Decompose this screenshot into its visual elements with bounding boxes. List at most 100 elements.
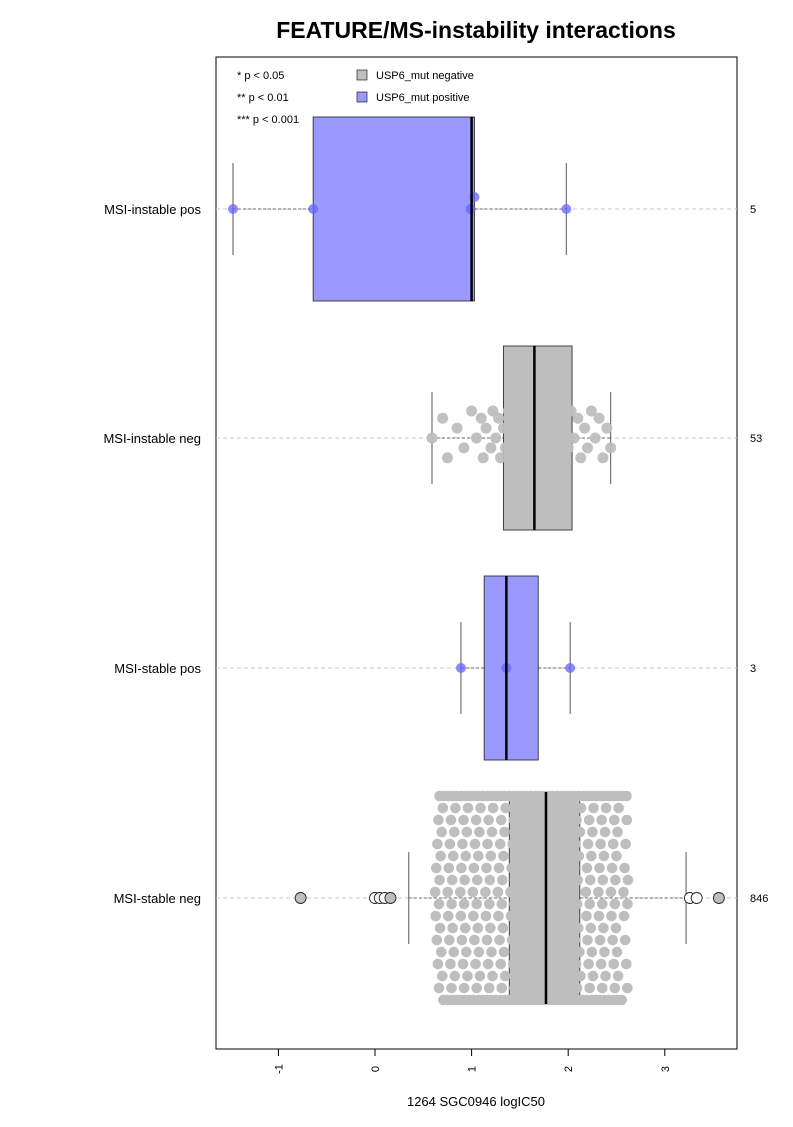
swarm-point-msi-stable-neg — [547, 874, 558, 886]
swarm-point-msi-stable-neg — [483, 982, 495, 994]
legend-swatch-positive — [356, 91, 368, 103]
swarm-point-msi-stable-neg — [560, 922, 572, 934]
point-msi-instable-neg — [538, 452, 550, 464]
swarm-point-msi-stable-neg — [611, 946, 623, 958]
swarm-point-msi-stable-neg — [581, 910, 592, 922]
swarm-point-msi-stable-neg — [534, 982, 545, 994]
swarm-point-msi-stable-neg — [486, 826, 498, 838]
x-tick-label-0: -1 — [273, 1064, 285, 1074]
swarm-point-msi-stable-neg — [471, 982, 482, 994]
swarm-point-msi-stable-neg — [474, 826, 485, 838]
swarm-point-msi-stable-neg — [467, 886, 479, 898]
swarm-point-msi-stable-neg — [558, 958, 569, 970]
swarm-point-msi-stable-neg — [619, 934, 631, 946]
point-msi-instable-neg — [504, 432, 516, 444]
swarm-point-msi-stable-neg — [545, 838, 556, 850]
point-msi-instable-neg — [514, 442, 526, 454]
swarm-point-msi-stable-neg — [598, 922, 609, 934]
swarm-point-msi-stable-neg — [454, 886, 466, 898]
point-msi-instable-neg — [437, 412, 449, 424]
point-msi-instable-neg — [562, 442, 574, 454]
swarm-point-msi-stable-neg — [616, 994, 627, 1006]
swarm-point-msi-stable-neg — [433, 982, 445, 994]
swarm-point-msi-stable-neg — [550, 970, 561, 982]
swarm-point-msi-stable-neg — [587, 826, 598, 838]
swarm-point-msi-stable-neg — [561, 946, 573, 958]
swarm-point-msi-stable-neg — [483, 898, 495, 910]
medians — [470, 117, 548, 1004]
swarm-point-msi-stable-neg — [534, 874, 546, 886]
swarm-point-msi-stable-neg — [443, 862, 455, 874]
point-msi-instable-neg — [565, 405, 577, 417]
swarm-point-msi-stable-neg — [574, 826, 586, 838]
swarm-point-msi-stable-neg — [535, 850, 547, 862]
swarm-point-msi-stable-neg — [588, 802, 599, 814]
swarm-point-msi-stable-neg — [584, 898, 596, 910]
swarm-point-msi-stable-neg — [499, 826, 510, 838]
point-msi-instable-neg — [506, 412, 518, 424]
swarm-point-msi-stable-neg — [533, 958, 544, 970]
point-msi-instable-neg — [495, 452, 507, 464]
swarm-point-msi-stable-neg — [610, 874, 621, 886]
swarm-point-msi-stable-neg — [547, 922, 559, 934]
point-msi-instable-neg — [426, 432, 438, 444]
swarm-point-msi-stable-neg — [520, 958, 532, 970]
point-msi-instable-neg — [568, 432, 580, 444]
outlier-point-msi-stable-neg — [384, 892, 397, 904]
swarm-point-msi-stable-neg — [586, 946, 598, 958]
swarm-point-msi-stable-neg — [571, 814, 582, 826]
swarm-point-msi-stable-neg — [560, 850, 572, 862]
swarm-point-msi-stable-neg — [484, 874, 496, 886]
swarm-point-msi-stable-neg — [521, 898, 533, 910]
point-msi-instable-neg — [555, 452, 567, 464]
point-msi-instable-neg — [541, 422, 553, 434]
swarm-point-msi-stable-neg — [525, 802, 537, 814]
swarm-point-msi-stable-neg — [621, 790, 632, 802]
point-msi-stable-pos — [455, 663, 466, 673]
swarm-point-msi-stable-neg — [497, 922, 509, 934]
point-msi-instable-neg — [475, 412, 487, 424]
legend-label-negative: USP6_mut negative — [376, 70, 474, 82]
swarm-point-msi-stable-neg — [519, 838, 531, 850]
swarm-point-msi-stable-neg — [522, 874, 533, 886]
swarm-point-msi-stable-neg — [469, 934, 480, 946]
point-msi-instable-neg — [466, 405, 478, 417]
group-count-msi-stable-neg: 846 — [750, 893, 768, 905]
point-msi-instable-neg — [553, 412, 565, 424]
swarm-point-msi-stable-neg — [555, 886, 567, 898]
swarm-point-msi-stable-neg — [481, 862, 492, 874]
point-msi-instable-neg — [524, 452, 536, 464]
swarm-point-msi-stable-neg — [548, 946, 560, 958]
swarm-point-msi-stable-neg — [572, 922, 584, 934]
swarm-point-msi-stable-neg — [449, 826, 460, 838]
group-counts: 5 53 3 846 — [750, 204, 768, 905]
swarm-point-msi-stable-neg — [458, 814, 469, 826]
swarm-point-msi-stable-neg — [509, 982, 520, 994]
swarm-point-msi-stable-neg — [481, 934, 493, 946]
point-msi-instable-neg — [519, 432, 531, 444]
point-msi-instable-neg — [585, 405, 597, 417]
swarm-point-msi-stable-neg — [531, 934, 543, 946]
swarm-point-msi-stable-neg — [487, 970, 498, 982]
swarm-point-msi-stable-neg — [475, 802, 486, 814]
swarm-point-msi-stable-neg — [444, 934, 455, 946]
swarm-point-msi-stable-neg — [524, 826, 535, 838]
point-msi-instable-neg — [521, 412, 533, 424]
outlier-point-msi-stable-neg — [712, 892, 725, 904]
swarm-point-msi-stable-neg — [596, 898, 608, 910]
swarm-point-msi-stable-neg — [596, 982, 608, 994]
swarm-point-msi-stable-neg — [594, 934, 606, 946]
swarm-point-msi-stable-neg — [507, 958, 519, 970]
swarm-point-msi-stable-neg — [469, 838, 481, 850]
swarm-point-msi-stable-neg — [559, 898, 570, 910]
swarm-point-msi-stable-neg — [458, 982, 470, 994]
swarm-point-msi-stable-neg — [570, 838, 581, 850]
swarm-point-msi-stable-neg — [482, 958, 494, 970]
swarm-point-msi-stable-neg — [613, 802, 624, 814]
swarm-point-msi-stable-neg — [584, 982, 595, 994]
swarm-point-msi-stable-neg — [494, 934, 505, 946]
swarm-point-msi-stable-neg — [430, 862, 442, 874]
swarm-point-msi-stable-neg — [620, 958, 632, 970]
swarm-point-msi-stable-neg — [457, 838, 468, 850]
point-msi-instable-pos — [227, 204, 238, 214]
